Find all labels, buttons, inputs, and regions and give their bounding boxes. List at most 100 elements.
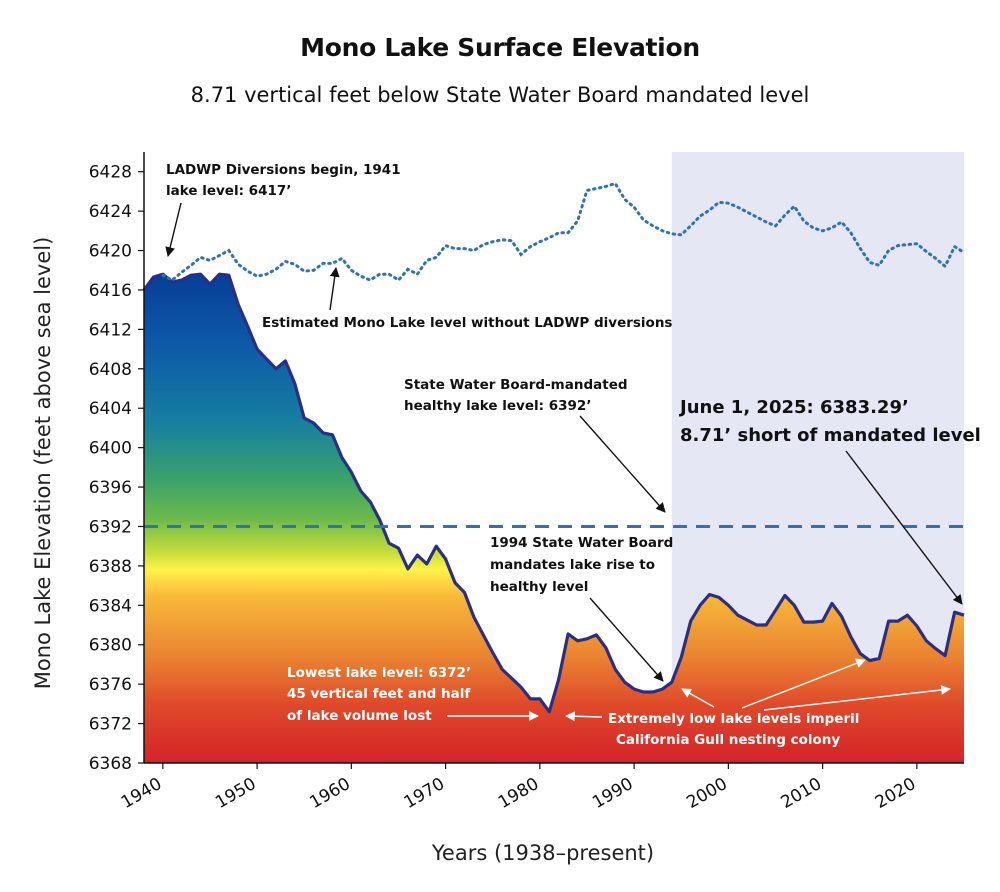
estimated-level-point bbox=[284, 260, 286, 262]
estimated-level-point bbox=[671, 233, 673, 235]
estimated-level-point bbox=[303, 270, 305, 272]
actual-level-point bbox=[312, 422, 314, 424]
estimated-level-point bbox=[199, 256, 201, 258]
actual-level-point bbox=[294, 382, 296, 384]
estimated-level-point bbox=[162, 274, 164, 276]
x-tick-label: 2000 bbox=[683, 774, 730, 813]
estimated-level-point bbox=[652, 225, 654, 227]
estimated-level-point bbox=[642, 219, 644, 221]
estimated-level-point bbox=[388, 273, 390, 275]
estimated-level-point bbox=[548, 237, 550, 239]
estimated-level-point bbox=[708, 209, 710, 211]
x-tick-label: 1960 bbox=[306, 774, 353, 813]
actual-level-point bbox=[199, 273, 201, 275]
estimated-level-point bbox=[784, 214, 786, 216]
actual-level-point bbox=[944, 654, 946, 656]
estimated-level-point bbox=[793, 205, 795, 207]
annotation-lowest-line1: Lowest lake level: 6372’ bbox=[287, 665, 471, 681]
annotation-mandated-line2: healthy lake level: 6392’ bbox=[404, 398, 591, 414]
actual-level-point bbox=[539, 698, 541, 700]
y-tick-label: 6420 bbox=[89, 242, 132, 262]
annotation-mandated-line1: State Water Board-mandated bbox=[404, 377, 628, 393]
actual-level-point bbox=[416, 554, 418, 556]
actual-level-point bbox=[256, 348, 258, 350]
actual-level-point bbox=[755, 624, 757, 626]
actual-level-point bbox=[435, 545, 437, 547]
actual-level-point bbox=[473, 616, 475, 618]
actual-level-point bbox=[746, 619, 748, 621]
y-tick-label: 6376 bbox=[89, 675, 132, 695]
estimated-level-point bbox=[331, 262, 333, 264]
annotation-estimated-arrow bbox=[329, 267, 340, 311]
estimated-level-point bbox=[850, 232, 852, 234]
estimated-level-point bbox=[454, 247, 456, 249]
estimated-level-point bbox=[473, 249, 475, 251]
actual-level-point bbox=[152, 276, 154, 278]
actual-level-point bbox=[322, 432, 324, 434]
annotation-decision-line2: mandates lake rise to bbox=[490, 557, 655, 573]
actual-level-point bbox=[661, 688, 663, 690]
estimated-level-point bbox=[576, 220, 578, 222]
actual-level-point bbox=[284, 360, 286, 362]
annotation-current-arrow bbox=[845, 450, 963, 605]
annotation-diversions-line2: lake level: 6417’ bbox=[166, 183, 291, 199]
estimated-level-point bbox=[237, 263, 239, 265]
actual-level-point bbox=[482, 634, 484, 636]
estimated-level-point bbox=[426, 259, 428, 261]
estimated-level-point bbox=[256, 275, 258, 277]
actual-level-point bbox=[793, 604, 795, 606]
actual-level-point bbox=[369, 501, 371, 503]
chart-subtitle: 8.71 vertical feet below State Water Boa… bbox=[190, 83, 810, 107]
estimated-level-point bbox=[944, 265, 946, 267]
actual-level-point bbox=[689, 620, 691, 622]
estimated-level-point bbox=[831, 227, 833, 229]
estimated-level-point bbox=[407, 268, 409, 270]
estimated-level-point bbox=[567, 232, 569, 234]
actual-level-point bbox=[218, 273, 220, 275]
annotation-current-line2: 8.71’ short of mandated level bbox=[680, 425, 981, 446]
actual-level-point bbox=[510, 677, 512, 679]
x-tick-label: 1940 bbox=[118, 774, 165, 813]
annotation-gull-arrow-2022 bbox=[763, 685, 951, 711]
actual-level-point bbox=[407, 568, 409, 570]
actual-level-area bbox=[144, 274, 964, 763]
estimated-level-point bbox=[228, 249, 230, 251]
estimated-level-point bbox=[803, 220, 805, 222]
estimated-level-point bbox=[614, 182, 616, 184]
estimated-level-point bbox=[209, 259, 211, 261]
actual-level-point bbox=[671, 681, 673, 683]
actual-level-point bbox=[558, 678, 560, 680]
estimated-level-point bbox=[360, 275, 362, 277]
y-tick-label: 6396 bbox=[89, 478, 132, 498]
estimated-level-point bbox=[812, 227, 814, 229]
y-tick-label: 6392 bbox=[89, 517, 132, 537]
annotation-gull-arrow-1992 bbox=[681, 688, 715, 708]
estimated-level-point bbox=[190, 264, 192, 266]
actual-level-point bbox=[143, 289, 145, 291]
actual-level-point bbox=[190, 274, 192, 276]
estimated-level-point bbox=[378, 273, 380, 275]
actual-level-point bbox=[360, 490, 362, 492]
y-tick-label: 6368 bbox=[89, 754, 132, 774]
estimated-level-point bbox=[558, 232, 560, 234]
actual-level-point bbox=[444, 558, 446, 560]
actual-level-point bbox=[350, 471, 352, 473]
actual-level-point bbox=[935, 647, 937, 649]
actual-level-point bbox=[897, 620, 899, 622]
estimated-level-point bbox=[935, 257, 937, 259]
estimated-level-point bbox=[963, 251, 965, 253]
actual-level-point bbox=[840, 615, 842, 617]
estimated-level-point bbox=[859, 247, 861, 249]
annotation-lowest-line3: of lake volume lost bbox=[287, 708, 432, 724]
annotation-decision-line3: healthy level bbox=[490, 579, 588, 595]
y-tick-label: 6412 bbox=[89, 320, 132, 340]
y-tick-label: 6404 bbox=[89, 399, 132, 419]
estimated-level-point bbox=[435, 256, 437, 258]
actual-level-point bbox=[303, 417, 305, 419]
actual-level-point bbox=[397, 547, 399, 549]
actual-level-point bbox=[388, 542, 390, 544]
estimated-level-point bbox=[633, 206, 635, 208]
estimated-level-point bbox=[737, 206, 739, 208]
actual-level-point bbox=[737, 614, 739, 616]
estimated-level-point bbox=[765, 221, 767, 223]
